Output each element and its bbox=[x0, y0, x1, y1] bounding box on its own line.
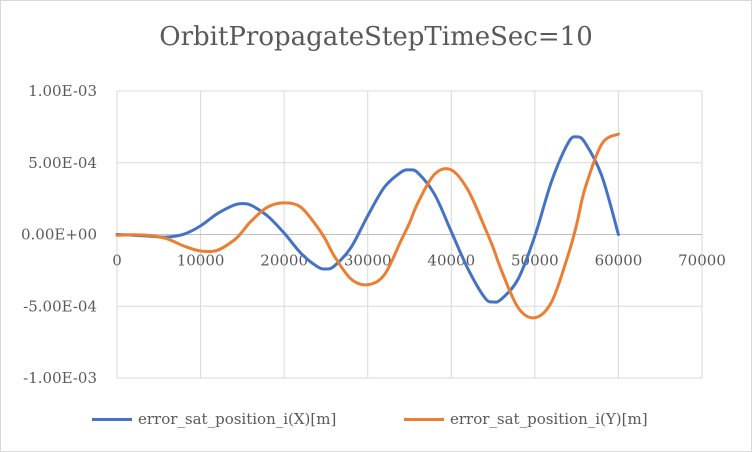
x-tick-label: 0 bbox=[112, 252, 122, 270]
x-tick-label: 10000 bbox=[177, 252, 225, 270]
legend-swatch-x bbox=[92, 417, 132, 421]
x-tick-label: 70000 bbox=[678, 252, 726, 270]
legend: error_sat_position_i(X)[m] error_sat_pos… bbox=[0, 407, 752, 431]
y-tick-label: 5.00E-04 bbox=[28, 154, 97, 172]
y-tick-label: -5.00E-04 bbox=[23, 297, 97, 315]
series-lines bbox=[115, 132, 620, 320]
legend-label-x: error_sat_position_i(X)[m] bbox=[138, 410, 337, 428]
series-line-x bbox=[115, 135, 620, 304]
y-tick-label: -1.00E-03 bbox=[23, 369, 97, 387]
legend-swatch-y bbox=[404, 417, 444, 421]
chart-title: OrbitPropagateStepTimeSec=10 bbox=[159, 22, 593, 52]
series-line-y bbox=[115, 132, 620, 320]
legend-item-y: error_sat_position_i(Y)[m] bbox=[404, 407, 648, 431]
x-tick-label: 60000 bbox=[595, 252, 643, 270]
y-tick-label: 0.00E+00 bbox=[21, 226, 97, 244]
legend-label-y: error_sat_position_i(Y)[m] bbox=[450, 410, 648, 428]
x-axis-tick-labels: 0 10000 20000 30000 40000 50000 60000 70000 bbox=[112, 252, 726, 270]
y-tick-label: 1.00E-03 bbox=[28, 82, 97, 100]
y-axis-tick-labels: 1.00E-03 5.00E-04 0.00E+00 -5.00E-04 -1.00E-… bbox=[21, 82, 97, 387]
x-tick-label: 20000 bbox=[260, 252, 308, 270]
x-tick-label: 50000 bbox=[511, 252, 559, 270]
legend-item-x: error_sat_position_i(X)[m] bbox=[92, 407, 336, 431]
x-tick-label: 30000 bbox=[344, 252, 392, 270]
